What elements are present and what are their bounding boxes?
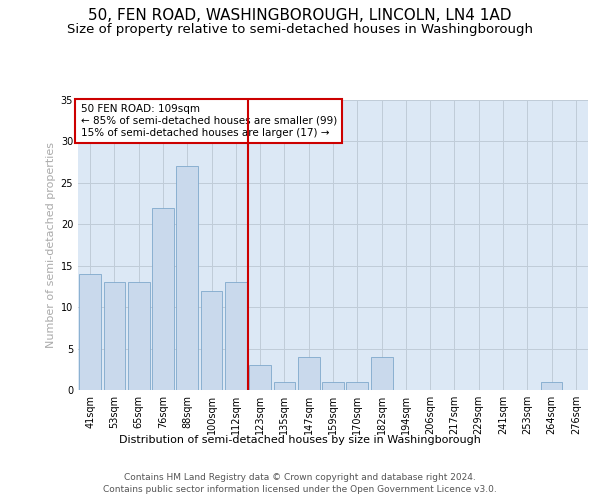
Bar bbox=[200, 290, 223, 390]
Text: Size of property relative to semi-detached houses in Washingborough: Size of property relative to semi-detach… bbox=[67, 22, 533, 36]
Bar bbox=[322, 382, 344, 390]
Text: Contains HM Land Registry data © Crown copyright and database right 2024.: Contains HM Land Registry data © Crown c… bbox=[124, 472, 476, 482]
Bar bbox=[274, 382, 295, 390]
Bar bbox=[104, 282, 125, 390]
Text: 50 FEN ROAD: 109sqm
← 85% of semi-detached houses are smaller (99)
15% of semi-d: 50 FEN ROAD: 109sqm ← 85% of semi-detach… bbox=[80, 104, 337, 138]
Text: Contains public sector information licensed under the Open Government Licence v3: Contains public sector information licen… bbox=[103, 485, 497, 494]
Bar bbox=[298, 357, 320, 390]
Bar bbox=[249, 365, 271, 390]
Bar bbox=[176, 166, 198, 390]
Bar bbox=[79, 274, 101, 390]
Bar bbox=[371, 357, 392, 390]
Bar bbox=[541, 382, 562, 390]
Text: 50, FEN ROAD, WASHINGBOROUGH, LINCOLN, LN4 1AD: 50, FEN ROAD, WASHINGBOROUGH, LINCOLN, L… bbox=[88, 8, 512, 22]
Text: Distribution of semi-detached houses by size in Washingborough: Distribution of semi-detached houses by … bbox=[119, 435, 481, 445]
Bar bbox=[346, 382, 368, 390]
Bar bbox=[128, 282, 149, 390]
Y-axis label: Number of semi-detached properties: Number of semi-detached properties bbox=[46, 142, 56, 348]
Bar bbox=[152, 208, 174, 390]
Bar bbox=[225, 282, 247, 390]
